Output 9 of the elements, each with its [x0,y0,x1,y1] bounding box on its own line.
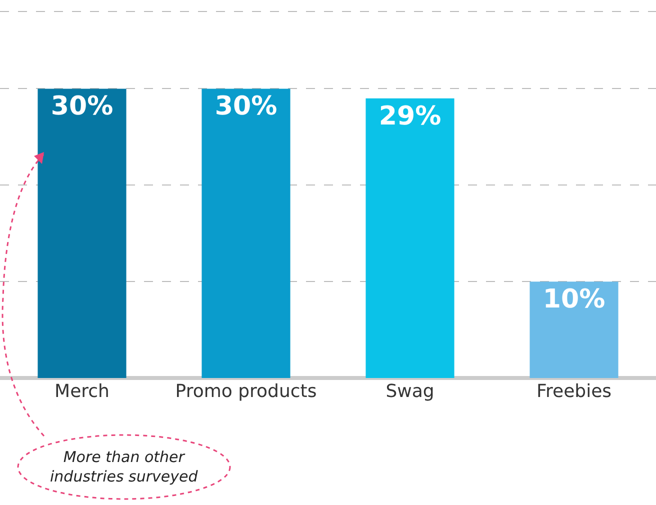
data-label: 30% [50,92,114,122]
x-tick-label: Freebies [536,381,612,402]
x-tick-label: Swag [386,381,434,402]
data-label: 30% [214,92,278,122]
text: More than other industries surveyed [50,448,198,486]
data-label: 29% [378,101,442,132]
data-label: 10% [542,284,606,315]
x-tick-label: Merch [54,381,110,402]
x-tick-label: Promo products [175,381,317,402]
